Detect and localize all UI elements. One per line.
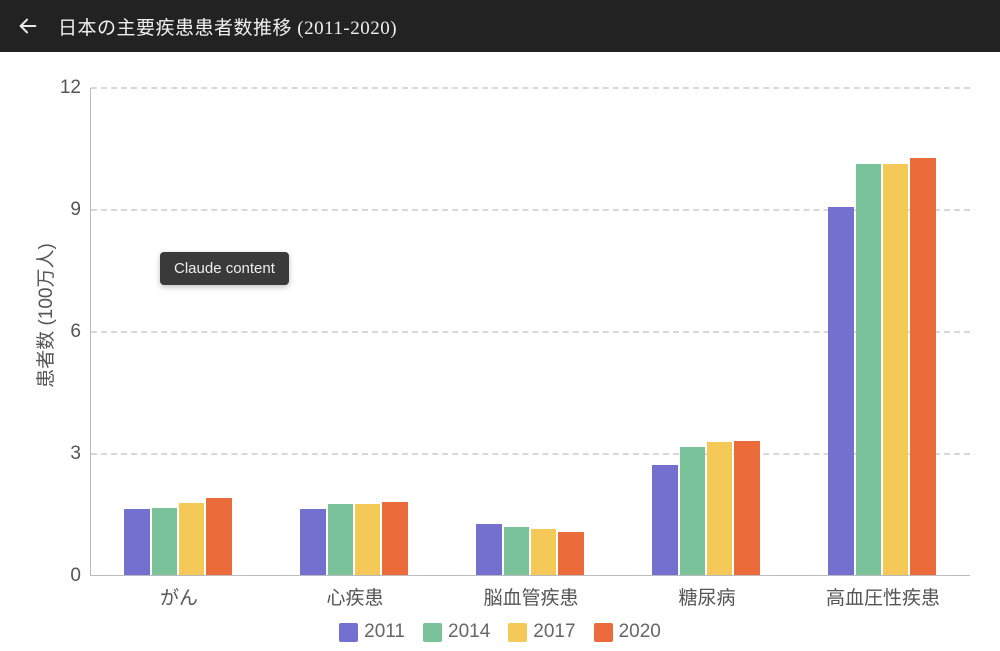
bar[interactable]: [152, 508, 177, 575]
legend: 2011 2014 2017 2020: [0, 621, 1000, 643]
bar[interactable]: [382, 502, 407, 575]
legend-item[interactable]: 2011: [339, 621, 405, 643]
bar[interactable]: [328, 504, 353, 575]
bar[interactable]: [476, 524, 501, 575]
bar[interactable]: [680, 447, 705, 576]
bar[interactable]: [124, 509, 149, 575]
bar[interactable]: [652, 465, 677, 575]
bar[interactable]: [828, 207, 853, 575]
chart-area: 患者数 (100万人) 036912がん心疾患脳血管疾患糖尿病高血圧性疾患 Cl…: [0, 52, 1000, 651]
legend-label: 2020: [619, 621, 661, 643]
page-title: 日本の主要疾患患者数推移 (2011-2020): [58, 13, 397, 40]
gridline: [91, 87, 970, 89]
legend-swatch: [339, 623, 358, 642]
bar[interactable]: [300, 509, 325, 575]
bar[interactable]: [179, 503, 204, 575]
x-tick-label: 心疾患: [326, 583, 383, 610]
bar[interactable]: [910, 158, 935, 575]
legend-swatch: [508, 623, 527, 642]
y-tick-label: 12: [60, 77, 81, 99]
y-axis-label: 患者数 (100万人): [31, 243, 58, 388]
bar[interactable]: [734, 441, 759, 575]
x-tick-label: がん: [160, 583, 198, 610]
legend-label: 2014: [448, 621, 490, 643]
legend-swatch: [423, 623, 442, 642]
legend-swatch: [594, 623, 613, 642]
header-bar: 日本の主要疾患患者数推移 (2011-2020): [0, 0, 1000, 52]
legend-label: 2011: [364, 621, 405, 643]
plot-region: 036912がん心疾患脳血管疾患糖尿病高血圧性疾患: [90, 88, 970, 576]
legend-item[interactable]: 2020: [594, 621, 661, 643]
bar[interactable]: [355, 504, 380, 575]
x-tick-label: 糖尿病: [678, 583, 735, 610]
x-tick-label: 高血圧性疾患: [826, 583, 940, 610]
bar[interactable]: [504, 527, 529, 575]
y-tick-label: 3: [70, 443, 81, 465]
y-tick-label: 0: [70, 565, 81, 587]
bar[interactable]: [883, 164, 908, 575]
x-tick-label: 脳血管疾患: [483, 583, 578, 610]
legend-item[interactable]: 2014: [423, 621, 490, 643]
legend-item[interactable]: 2017: [508, 621, 575, 643]
bar[interactable]: [531, 529, 556, 575]
y-tick-label: 9: [70, 199, 81, 221]
bar[interactable]: [206, 498, 231, 575]
y-tick-label: 6: [70, 321, 81, 343]
bar[interactable]: [707, 442, 732, 575]
legend-label: 2017: [533, 621, 575, 643]
back-arrow-icon[interactable]: [16, 14, 40, 38]
bar[interactable]: [856, 164, 881, 575]
bar[interactable]: [558, 532, 583, 575]
